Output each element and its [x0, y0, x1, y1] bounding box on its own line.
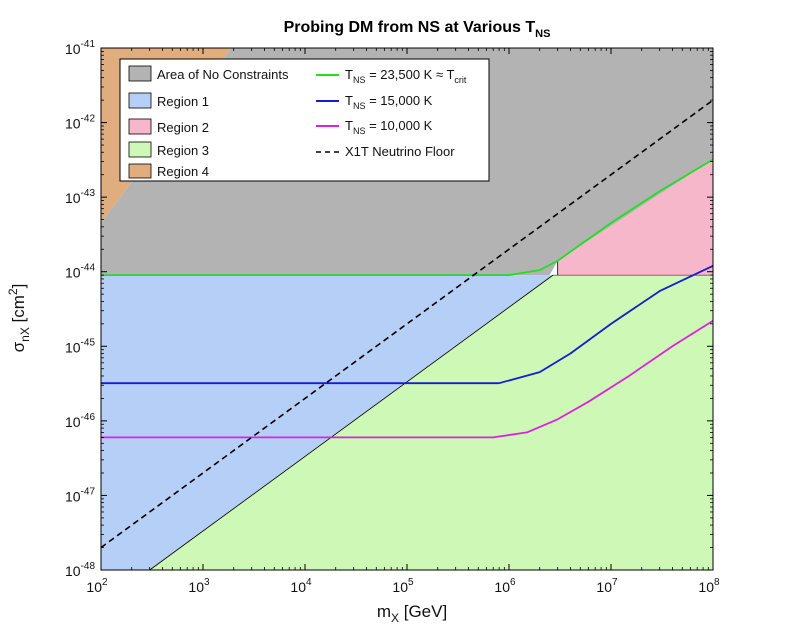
x-tick-label: 105: [392, 577, 414, 595]
legend-label-region-3: Region 3: [157, 143, 209, 158]
legend-swatch-no-constraints: [128, 65, 152, 82]
y-tick-label: 10-41: [65, 39, 95, 57]
legend-label-neutrino-floor: X1T Neutrino Floor: [345, 144, 455, 159]
x-tick-label: 102: [86, 577, 108, 595]
region-3-area: [149, 275, 713, 570]
y-tick-label: 10-44: [65, 263, 95, 281]
region-2-area: [557, 159, 713, 276]
legend-label-15000k: TNS = 15,000 K: [345, 93, 433, 111]
x-tick-label: 104: [290, 577, 312, 595]
x-tick-label: 107: [596, 577, 618, 595]
series-line-15000k: [101, 264, 714, 385]
legend-label-no-constraints: Area of No Constraints: [157, 67, 289, 82]
region-boundary-line: [149, 274, 554, 571]
legend-swatch-region-1: [128, 92, 152, 109]
x-tick-label: 106: [494, 577, 516, 595]
region-1-area: [101, 275, 553, 570]
legend-swatch-region-4: [128, 163, 152, 179]
chart-title: Probing DM from NS at Various TNS: [284, 19, 551, 40]
y-tick-label: 10-46: [65, 412, 95, 430]
legend-box: [119, 58, 490, 182]
legend-label-region-4: Region 4: [157, 164, 209, 179]
x-tick-label: 103: [188, 577, 210, 595]
legend-swatch-region-2: [128, 118, 152, 135]
legend: Area of No Constraints Region 1 Region 2…: [119, 58, 490, 182]
legend-swatch-region-3: [128, 141, 152, 158]
lines-layer: [100, 99, 714, 571]
y-axis-label: σnX [cm2]: [6, 284, 32, 353]
x-axis-label: mX [GeV]: [377, 602, 447, 625]
y-tick-label: 10-43: [65, 188, 95, 206]
series-line-10000k: [101, 319, 714, 439]
legend-label-10000k: TNS = 10,000 K: [345, 118, 433, 136]
ticks-layer: 102 103 104 105 106 107 108 10-48 10-47 10-46 10-4…: [65, 39, 720, 595]
legend-label-region-2: Region 2: [157, 120, 209, 135]
legend-label-region-1: Region 1: [157, 94, 209, 109]
y-tick-label: 10-48: [65, 561, 95, 579]
y-tick-label: 10-42: [65, 114, 95, 132]
legend-label-23500k: TNS = 23,500 K ≈ Tcrit: [345, 67, 467, 85]
y-tick-label: 10-47: [65, 486, 95, 504]
series-line-23500k: [101, 158, 714, 277]
series-line-neutrino-floor: [100, 99, 714, 549]
x-tick-label: 108: [698, 577, 720, 595]
y-tick-label: 10-45: [65, 337, 95, 355]
